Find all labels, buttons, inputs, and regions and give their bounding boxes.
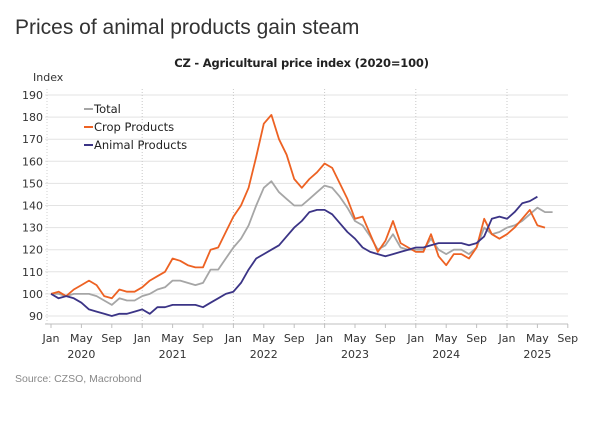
- chart-title: CZ - Agricultural price index (2020=100): [174, 56, 429, 70]
- x-tick-label: Sep: [101, 332, 122, 345]
- series-lines: [50, 114, 553, 317]
- source-note: Source: CZSO, Macrobond: [15, 373, 142, 385]
- x-tick-label: May: [161, 332, 184, 345]
- x-tick-label: Sep: [193, 332, 214, 345]
- y-tick-label: 130: [22, 222, 43, 235]
- x-year-label: 2020: [67, 348, 95, 361]
- y-tick-label: 150: [22, 177, 43, 190]
- series-line-animal-products: [50, 195, 538, 317]
- y-tick-label: 140: [22, 200, 43, 213]
- legend-label-total: Total: [93, 102, 121, 116]
- x-tick-label: May: [252, 332, 275, 345]
- series-line-crop-products: [50, 114, 546, 300]
- y-tick-label: 170: [22, 133, 43, 146]
- y-tick-label: 160: [22, 155, 43, 168]
- x-tick-label: Jan: [498, 332, 516, 345]
- x-year-label: 2023: [341, 348, 369, 361]
- x-tick-label: Sep: [557, 332, 578, 345]
- x-tick-label: Jan: [406, 332, 424, 345]
- x-tick-label: Jan: [42, 332, 60, 345]
- x-year-label: 2025: [523, 348, 551, 361]
- y-axis-label: Index: [33, 71, 64, 84]
- y-tick-label: 110: [22, 266, 43, 279]
- x-year-label: 2024: [432, 348, 460, 361]
- x-tick-label: May: [344, 332, 367, 345]
- headline: Prices of animal products gain steam: [15, 16, 360, 39]
- y-tick-label: 190: [22, 89, 43, 102]
- x-year-label: 2022: [250, 348, 278, 361]
- gridlines: [45, 89, 568, 326]
- x-tick-label: Sep: [466, 332, 487, 345]
- series-line-total: [51, 180, 553, 306]
- y-tick-label: 90: [29, 310, 43, 323]
- x-tick-label: May: [70, 332, 93, 345]
- x-tick-label: Jan: [133, 332, 151, 345]
- x-tick-label: Jan: [224, 332, 242, 345]
- legend-label-crop-products: Crop Products: [94, 120, 174, 134]
- axes: 90 100 110 120 130 140 150 160 170 180 190 Jan May Se…: [22, 89, 578, 361]
- x-tick-label: Sep: [284, 332, 305, 345]
- y-tick-label: 100: [22, 288, 43, 301]
- x-tick-label: May: [435, 332, 458, 345]
- y-tick-label: 120: [22, 244, 43, 257]
- x-tick-label: May: [526, 332, 549, 345]
- x-year-label: 2021: [159, 348, 187, 361]
- legend-label-animal-products: Animal Products: [94, 138, 187, 152]
- legend: Total Crop Products Animal Products: [84, 102, 187, 152]
- y-tick-label: 180: [22, 111, 43, 124]
- x-tick-label: Jan: [315, 332, 333, 345]
- x-tick-label: Sep: [375, 332, 396, 345]
